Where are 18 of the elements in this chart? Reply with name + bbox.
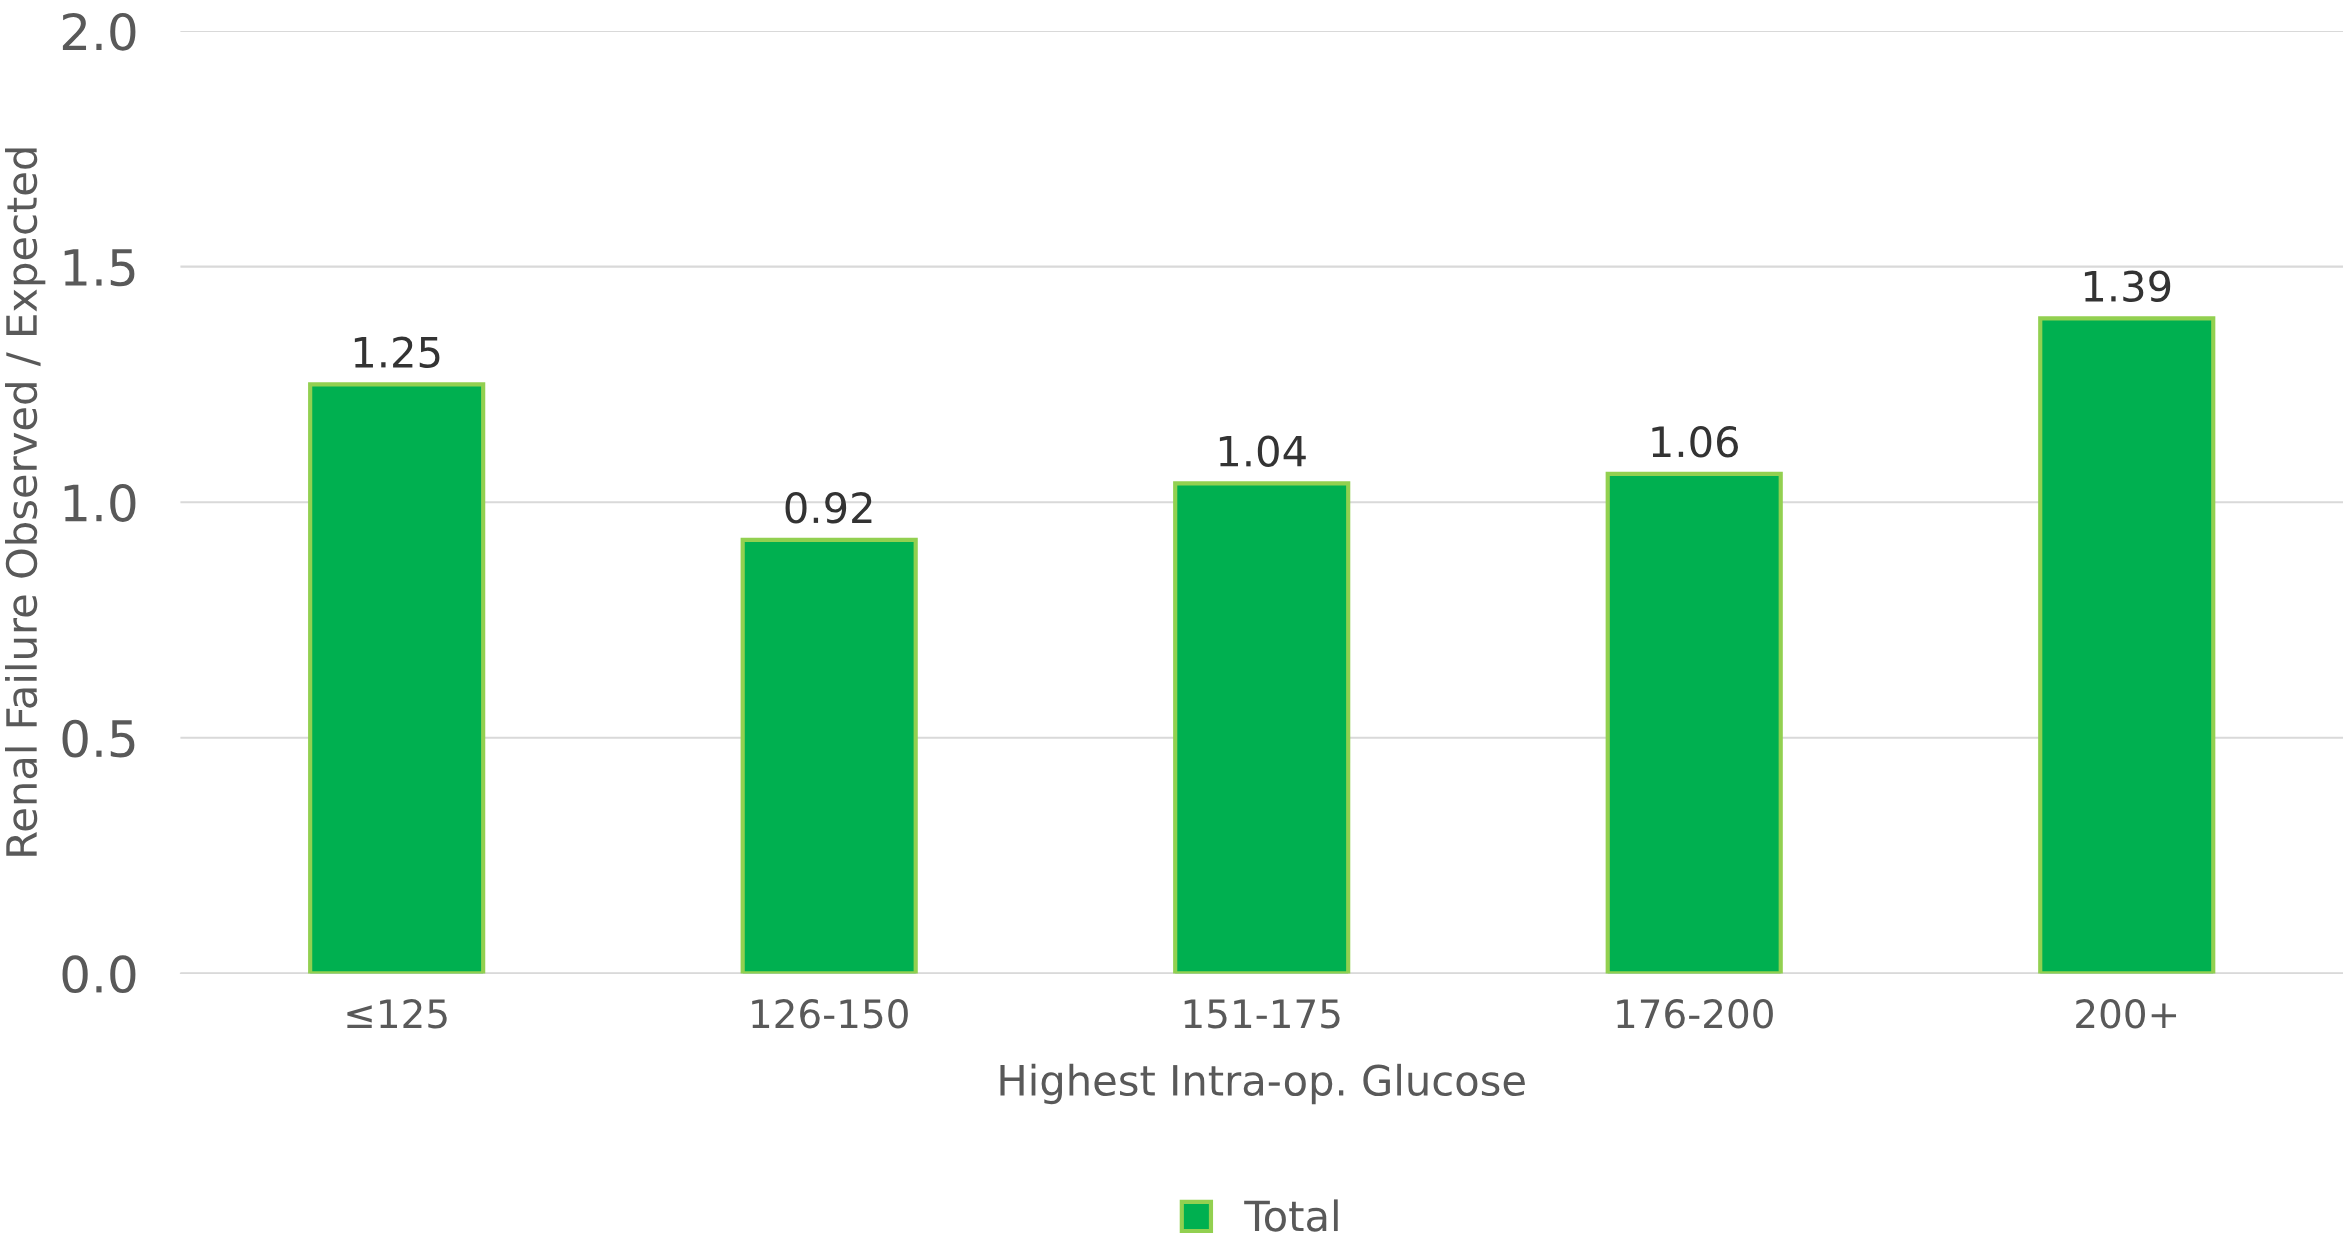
x-tick-label: 176-200 [1617, 999, 1773, 1029]
y-tick-label: 1.5 [64, 249, 135, 287]
x-axis-title: Highest Intra-op. Glucose [1000, 1063, 1525, 1105]
y-tick-label: 2.0 [62, 12, 136, 51]
y-tick-label: 1.0 [64, 484, 136, 522]
x-tick-label: 200+ [2076, 999, 2177, 1029]
y-tick-label: 0.0 [62, 955, 136, 994]
x-tick-label: 126-150 [752, 999, 908, 1029]
data-label: 1.06 [1652, 426, 1738, 458]
y-tick-label: 0.5 [62, 719, 135, 758]
data-label: 1.25 [354, 336, 440, 368]
x-tick-label: ≤125 [347, 999, 447, 1029]
data-label: 1.04 [1219, 435, 1306, 467]
x-tick-label: 151-175 [1184, 999, 1340, 1029]
data-label: 1.39 [2084, 270, 2171, 303]
legend-label: Total [1244, 1199, 1338, 1232]
data-label: 0.92 [785, 491, 872, 524]
y-axis-title: Renal Failure Observed / Expected [5, 148, 46, 856]
